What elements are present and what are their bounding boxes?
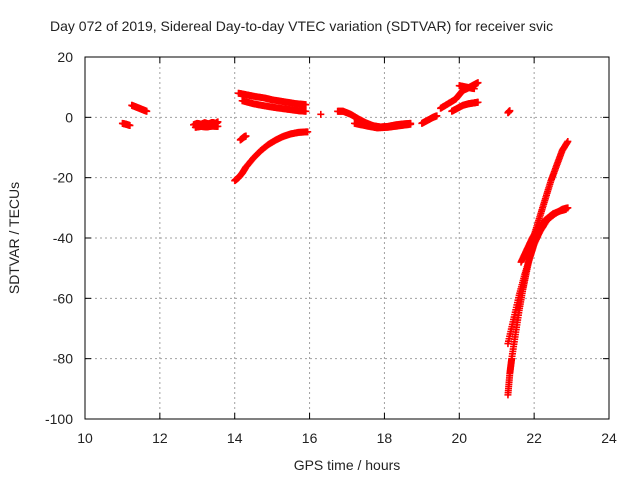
x-tick-label: 10 (77, 430, 93, 446)
x-tick-label: 14 (227, 430, 243, 446)
data-point (317, 110, 325, 118)
data-point (126, 121, 134, 129)
y-tick-label: -40 (53, 230, 73, 246)
y-tick-label: -60 (53, 290, 73, 306)
data-point (474, 98, 482, 106)
x-tick-label: 20 (451, 430, 467, 446)
y-axis-label: SDTVAR / TECUs (6, 182, 22, 294)
y-tick-label: 0 (65, 109, 73, 125)
y-tick-label: -100 (45, 411, 73, 427)
data-point (143, 107, 151, 115)
x-tick-label: 22 (526, 430, 542, 446)
data-point (302, 101, 310, 109)
x-axis-ticks: 10 12 14 16 18 20 22 24 (77, 57, 617, 446)
y-axis-ticks: -100 -80 -60 -40 -20 0 20 (45, 49, 609, 427)
data-point (242, 132, 250, 140)
data-point (470, 85, 478, 93)
data-point (407, 120, 415, 128)
x-tick-label: 24 (601, 430, 617, 446)
data-point (506, 107, 514, 115)
y-tick-label: 20 (57, 49, 73, 65)
data-point (302, 107, 310, 115)
x-tick-label: 12 (152, 430, 168, 446)
x-tick-label: 18 (377, 430, 393, 446)
x-axis-label: GPS time / hours (294, 457, 401, 473)
data-point (564, 137, 572, 145)
x-tick-label: 16 (302, 430, 318, 446)
chart-title: Day 072 of 2019, Sidereal Day-to-day VTE… (50, 18, 553, 34)
data-point (562, 205, 570, 213)
y-tick-label: -80 (53, 351, 73, 367)
data-point (214, 122, 222, 130)
y-tick-label: -20 (53, 170, 73, 186)
data-points (118, 79, 572, 399)
data-point (304, 128, 312, 136)
data-point (433, 112, 441, 120)
data-point (474, 79, 482, 87)
